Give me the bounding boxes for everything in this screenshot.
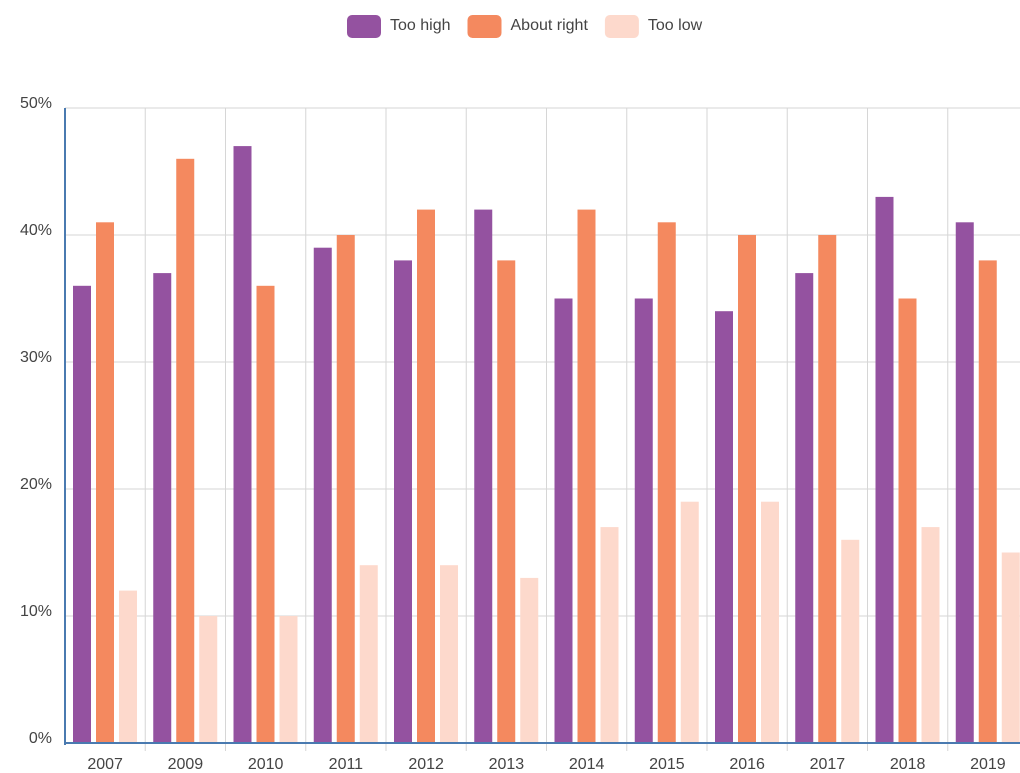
bar [119,590,137,743]
bar [336,235,355,743]
bar [818,235,837,743]
bar [233,146,252,744]
legend-swatch [467,15,502,38]
bar [738,235,756,743]
bar [520,577,539,743]
bar [841,539,860,743]
bar [600,527,619,743]
legend-swatch [604,15,639,38]
y-tick-label: 40% [20,222,52,239]
legend-label: Too low [648,17,703,34]
x-tick-label: 2010 [248,756,284,773]
bar [73,285,91,743]
legend-label: About right [511,17,589,34]
x-tick-label: 2016 [729,756,765,773]
bar [474,209,493,744]
x-tick-label: 2015 [649,756,685,773]
bar [795,273,814,743]
y-tick-label: 10% [20,603,52,620]
legend-label: Too high [390,17,451,34]
bar [256,285,275,743]
bar [497,260,516,743]
bar [978,260,997,743]
bar [955,222,974,744]
bar [279,616,298,743]
bar [634,298,653,743]
bar [176,158,195,744]
x-tick-label: 2011 [329,756,364,773]
bar [359,565,378,743]
x-tick-label: 2009 [168,756,204,773]
bar [921,527,940,743]
bar [715,311,733,743]
bar [875,196,894,743]
x-tick-label: 2018 [890,756,926,773]
x-tick-label: 2012 [408,756,444,773]
bar [153,273,172,743]
bar [577,209,596,744]
x-tick-label: 2013 [489,756,525,773]
bar [898,298,917,743]
bar [417,209,435,744]
bar [1001,552,1020,743]
bar [554,298,573,743]
x-tick-label: 2014 [569,756,605,773]
x-tick-label: 2017 [810,756,846,773]
bar [440,565,458,743]
y-tick-label: 50% [20,95,52,112]
bar [657,222,676,744]
bar [199,616,218,743]
y-tick-label: 0% [29,730,52,747]
bar [96,222,114,744]
x-tick-label: 2019 [970,756,1006,773]
legend-swatch [347,15,381,38]
y-tick-label: 30% [20,349,52,366]
y-tick-label: 20% [20,476,52,493]
bar [313,247,332,743]
bar [680,501,699,743]
bar [761,501,779,743]
x-tick-label: 2007 [87,756,123,773]
bar [394,260,412,743]
